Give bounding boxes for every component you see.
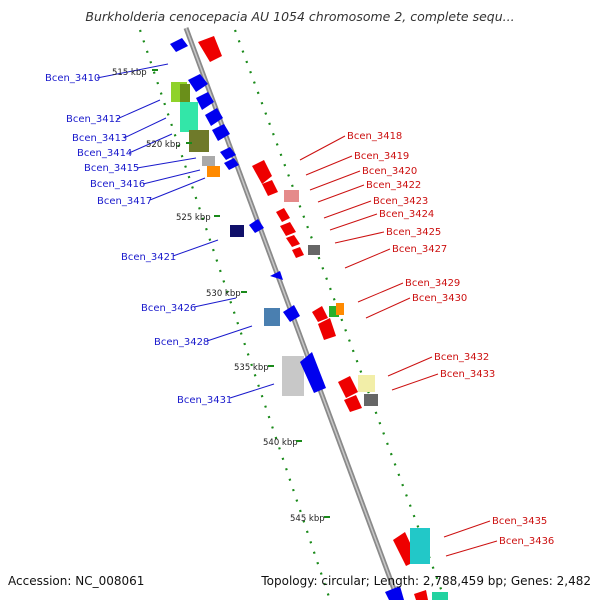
- gene-feature: [180, 84, 190, 102]
- gene-feature: [286, 235, 300, 247]
- gene-label-bcen-3410[interactable]: Bcen_3410: [45, 73, 100, 84]
- gene-label-bcen-3430[interactable]: Bcen_3430: [412, 293, 467, 304]
- scale-tick-label: 545 kbp: [290, 514, 325, 524]
- gene-label-bcen-3412[interactable]: Bcen_3412: [66, 114, 121, 125]
- reverse-strand-features: [198, 36, 448, 600]
- gene-feature: [300, 352, 326, 393]
- gene-feature: [410, 528, 430, 564]
- gene-feature: [180, 102, 198, 132]
- gene-feature: [188, 74, 208, 92]
- gene-feature: [336, 303, 344, 315]
- gene-feature: [432, 592, 448, 600]
- gene-label-bcen-3414[interactable]: Bcen_3414: [77, 148, 132, 159]
- gene-feature: [264, 308, 280, 326]
- gene-feature: [270, 271, 283, 280]
- gene-label-bcen-3424[interactable]: Bcen_3424: [379, 209, 434, 220]
- gene-label-bcen-3413[interactable]: Bcen_3413: [72, 133, 127, 144]
- gene-feature: [196, 92, 214, 110]
- gene-feature: [220, 147, 236, 160]
- scale-tick-label: 535 kbp: [234, 363, 269, 373]
- scale-ticks: 515 kbp 520 kbp 525 kbp 530 kbp 535 kbp …: [112, 68, 330, 524]
- topology-summary: Topology: circular; Length: 2,788,459 bp…: [261, 574, 591, 588]
- right-gene-labels: Bcen_3418 Bcen_3419 Bcen_3420 Bcen_3422 …: [347, 131, 554, 547]
- gene-label-bcen-3435[interactable]: Bcen_3435: [492, 516, 547, 527]
- gene-feature: [282, 356, 304, 396]
- gene-feature: [329, 306, 339, 317]
- inner-tick-ring: [138, 29, 332, 600]
- gene-feature: [318, 318, 336, 340]
- gene-label-bcen-3432[interactable]: Bcen_3432: [434, 352, 489, 363]
- left-leader-lines: [96, 63, 275, 399]
- gene-feature: [344, 395, 362, 412]
- gene-label-bcen-3431[interactable]: Bcen_3431: [177, 395, 232, 406]
- scale-tick-label: 530 kbp: [206, 289, 241, 299]
- forward-strand-features: [170, 38, 404, 600]
- gene-feature: [358, 375, 375, 392]
- gene-feature: [170, 38, 188, 52]
- accession-text: Accession: NC_008061: [8, 574, 145, 588]
- gene-label-bcen-3428[interactable]: Bcen_3428: [154, 337, 209, 348]
- gene-label-bcen-3423[interactable]: Bcen_3423: [373, 196, 428, 207]
- gene-label-bcen-3417[interactable]: Bcen_3417: [97, 196, 152, 207]
- gene-feature: [252, 160, 272, 184]
- gene-label-bcen-3422[interactable]: Bcen_3422: [366, 180, 421, 191]
- gene-label-bcen-3419[interactable]: Bcen_3419: [354, 151, 409, 162]
- left-gene-labels: Bcen_3410 Bcen_3412 Bcen_3413 Bcen_3414 …: [45, 73, 232, 406]
- outer-tick-ring: [233, 29, 447, 600]
- scale-tick-label: 515 kbp: [112, 68, 147, 78]
- scale-tick-label: 520 kbp: [146, 140, 181, 150]
- gene-label-bcen-3425[interactable]: Bcen_3425: [386, 227, 441, 238]
- gene-feature: [338, 376, 358, 398]
- gene-feature: [189, 130, 209, 152]
- gene-feature: [280, 222, 296, 236]
- gene-label-bcen-3416[interactable]: Bcen_3416: [90, 179, 145, 190]
- gene-feature: [276, 208, 290, 222]
- scale-tick-label: 525 kbp: [176, 213, 211, 223]
- gene-feature: [202, 156, 215, 166]
- gene-feature: [292, 247, 304, 258]
- gene-label-bcen-3436[interactable]: Bcen_3436: [499, 536, 554, 547]
- gene-label-bcen-3415[interactable]: Bcen_3415: [84, 163, 139, 174]
- gene-feature: [262, 180, 278, 196]
- gene-label-bcen-3426[interactable]: Bcen_3426: [141, 303, 196, 314]
- right-leader-lines: [299, 135, 498, 557]
- gene-feature: [207, 166, 220, 177]
- gene-feature: [308, 245, 320, 255]
- map-title: Burkholderia cenocepacia AU 1054 chromos…: [85, 9, 515, 24]
- gene-feature: [230, 225, 244, 237]
- gene-label-bcen-3427[interactable]: Bcen_3427: [392, 244, 447, 255]
- gene-feature: [198, 36, 222, 62]
- gene-feature: [283, 305, 300, 322]
- gene-label-bcen-3421[interactable]: Bcen_3421: [121, 252, 176, 263]
- gene-feature: [212, 124, 230, 141]
- gene-feature: [284, 190, 299, 202]
- gene-feature: [249, 219, 264, 233]
- gene-feature: [312, 306, 328, 322]
- gene-label-bcen-3429[interactable]: Bcen_3429: [405, 278, 460, 289]
- scale-tick-label: 540 kbp: [263, 438, 298, 448]
- gene-feature: [205, 108, 223, 126]
- gene-feature: [224, 158, 239, 170]
- gene-feature: [385, 586, 404, 600]
- gene-label-bcen-3418[interactable]: Bcen_3418: [347, 131, 402, 142]
- gene-label-bcen-3433[interactable]: Bcen_3433: [440, 369, 495, 380]
- gene-feature: [414, 590, 428, 600]
- gene-feature: [364, 394, 378, 406]
- gene-label-bcen-3420[interactable]: Bcen_3420: [362, 166, 417, 177]
